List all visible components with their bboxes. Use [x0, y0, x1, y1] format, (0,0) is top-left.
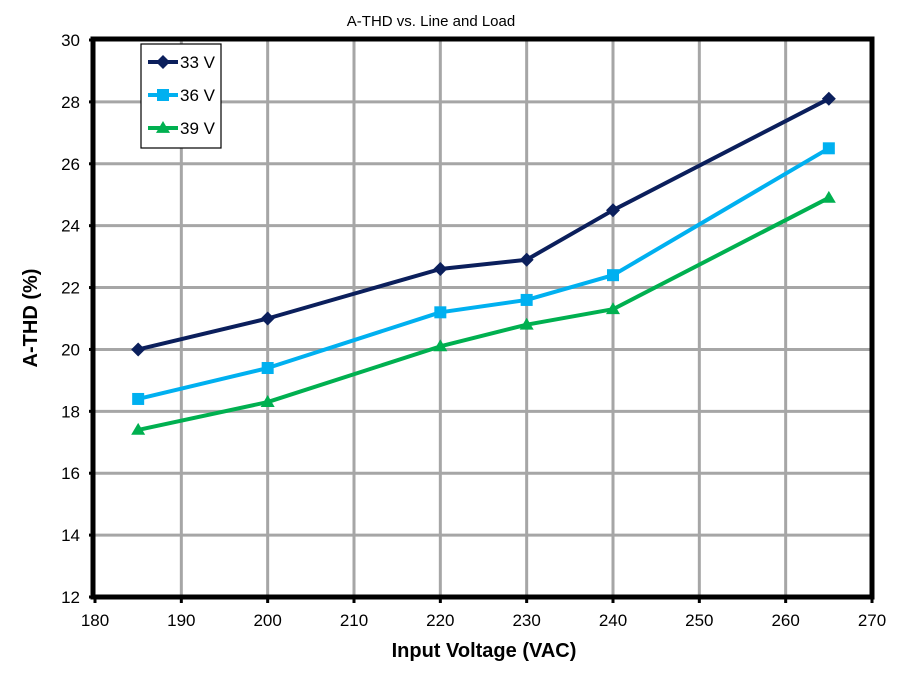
x-tick-label: 250	[685, 611, 713, 630]
data-point	[821, 190, 836, 203]
x-tick-label: 260	[771, 611, 799, 630]
legend-marker	[157, 89, 169, 101]
legend: 33 V 36 V 39 V	[140, 43, 222, 149]
x-tick-label: 200	[253, 611, 281, 630]
series-line	[137, 97, 830, 352]
data-point	[520, 293, 533, 306]
series-line	[137, 196, 830, 432]
series-lines	[131, 91, 836, 435]
data-point	[260, 311, 275, 326]
y-tick-label: 28	[61, 93, 80, 112]
x-tick-label: 180	[81, 611, 109, 630]
y-tick-label: 22	[61, 279, 80, 298]
data-point	[433, 339, 448, 352]
legend-label: 36 V	[180, 86, 216, 105]
y-axis-label: A-THD (%)	[20, 269, 42, 368]
data-point	[131, 342, 146, 357]
data-point	[607, 269, 619, 282]
series-line	[137, 146, 830, 401]
legend-item: 36 V	[148, 86, 216, 105]
y-tick-label: 24	[61, 217, 80, 236]
plot-frame	[90, 36, 875, 600]
data-point	[131, 422, 146, 435]
data-point	[260, 395, 275, 407]
x-tick-label: 210	[340, 611, 368, 630]
x-tick-label: 220	[426, 611, 454, 630]
data-point	[433, 261, 448, 276]
y-tick-label: 30	[61, 31, 80, 50]
data-point	[261, 362, 274, 375]
data-point	[821, 91, 836, 106]
data-point	[606, 203, 620, 218]
data-point	[132, 392, 145, 405]
series-36v	[132, 142, 835, 405]
data-point	[519, 252, 534, 267]
chart-title: A-THD vs. Line and Load	[347, 13, 515, 30]
legend-marker	[156, 55, 170, 69]
y-tick-label: 18	[61, 402, 80, 421]
series-39v	[131, 190, 836, 435]
x-tick-label: 240	[599, 611, 627, 630]
y-tick-label: 12	[61, 588, 80, 607]
x-tick-labels: 180 190 200 210 220 230 240 250 260 270	[81, 611, 886, 630]
legend-item: 39 V	[148, 119, 216, 138]
legend-marker	[156, 121, 170, 133]
y-tick-label: 14	[61, 526, 80, 545]
x-tick-label: 190	[167, 611, 195, 630]
y-tick-labels: 12 14 16 18 20 22 24 26 28 30	[61, 31, 80, 607]
legend-label: 39 V	[180, 119, 216, 138]
y-tick-label: 16	[61, 464, 80, 483]
x-tick-label: 230	[512, 611, 540, 630]
legend-item: 33 V	[148, 53, 216, 72]
legend-label: 33 V	[180, 53, 216, 72]
x-tick-label: 270	[858, 611, 886, 630]
y-tick-label: 20	[61, 340, 80, 359]
ticks	[89, 38, 874, 603]
x-axis-label: Input Voltage (VAC)	[392, 640, 577, 662]
data-point	[822, 142, 835, 155]
data-point	[606, 302, 620, 315]
data-point	[519, 317, 534, 330]
y-tick-label: 26	[61, 155, 80, 174]
data-point	[434, 306, 447, 319]
series-33v	[131, 91, 836, 357]
